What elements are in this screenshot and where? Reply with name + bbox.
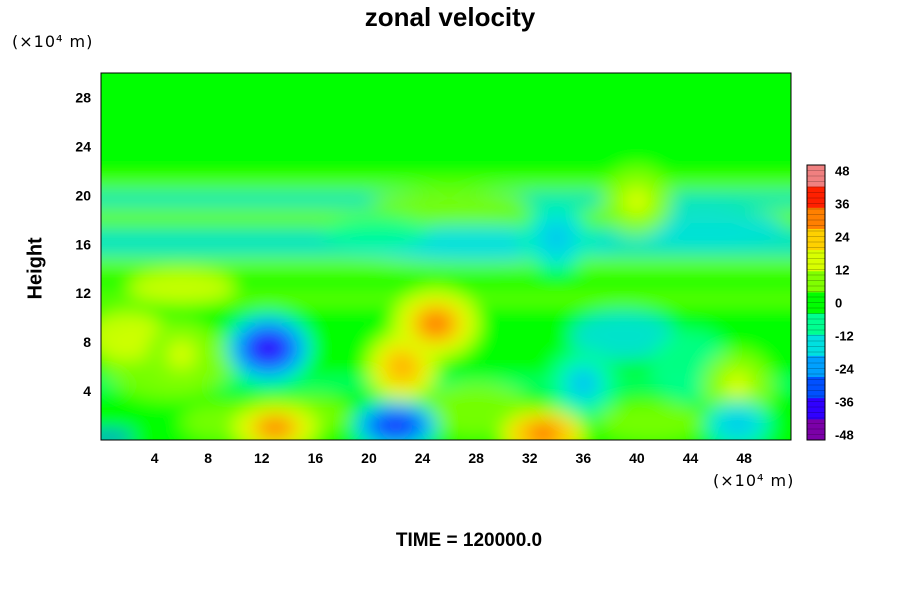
colorbar-tick-label: 24: [835, 230, 850, 245]
x-tick-label: 44: [683, 450, 699, 466]
x-tick-label: 24: [415, 450, 431, 466]
velocity-feature: [521, 203, 592, 273]
velocity-field: [101, 73, 791, 440]
colorbar-segment: [807, 207, 825, 229]
chart-title: zonal velocity: [364, 2, 536, 32]
colorbar-segment: [807, 355, 825, 378]
x-tick-label: 28: [468, 450, 484, 466]
x-tick-label: 12: [254, 450, 270, 466]
colorbar-segment: [807, 313, 825, 335]
time-annotation: TIME = 120000.0: [395, 530, 543, 551]
colorbar-segment: [807, 334, 825, 356]
colorbar-segment: [807, 418, 825, 441]
x-axis-unit: (×10⁴ m): [713, 471, 795, 490]
velocity-feature: [702, 350, 773, 420]
velocity-feature: [232, 403, 319, 440]
x-tick-label: 16: [308, 450, 324, 466]
colorbar-tick-label: 0: [835, 296, 842, 311]
x-tick-label: 36: [576, 450, 592, 466]
colorbar-segment: [807, 291, 825, 314]
x-tick-label: 32: [522, 450, 538, 466]
y-axis: 4 8 12 16 20 24 28: [75, 89, 91, 399]
colorbar-tick-label: -24: [835, 362, 855, 377]
x-axis: 4 8 12 16 20 24 28 32 36 40 44 48: [151, 450, 752, 466]
colorbar-segment: [807, 397, 825, 420]
colorbar-tick-label: 36: [835, 197, 849, 212]
velocity-feature: [548, 349, 619, 418]
x-tick-label: 40: [629, 450, 645, 466]
velocity-feature: [500, 409, 586, 440]
y-tick-label: 8: [83, 334, 91, 350]
colorbar-segment: [807, 228, 825, 251]
x-tick-label: 8: [204, 450, 212, 466]
colorbar: 48 36 24 12 0 -12 -24 -36 -48: [806, 164, 855, 443]
x-tick-label: 20: [361, 450, 377, 466]
velocity-feature: [352, 400, 439, 440]
colorbar-tick-label: 48: [835, 164, 849, 179]
y-tick-label: 28: [75, 89, 91, 105]
velocity-feature: [602, 167, 672, 236]
velocity-feature: [393, 289, 479, 359]
y-tick-label: 12: [75, 285, 91, 301]
plot-frame: [100, 72, 792, 441]
x-tick-label: 48: [736, 450, 752, 466]
colorbar-tick-label: -48: [835, 428, 854, 443]
colorbar-segment: [807, 376, 825, 399]
colorbar-tick-label: -12: [835, 329, 854, 344]
colorbar-frame: [806, 164, 826, 441]
y-tick-label: 20: [75, 187, 91, 203]
x-tick-label: 4: [151, 450, 159, 466]
y-axis-unit: (×10⁴ m): [12, 32, 94, 51]
velocity-feature: [702, 399, 773, 440]
colorbar-tick-label: -36: [835, 395, 854, 410]
colorbar-segment: [807, 270, 825, 293]
velocity-feature: [146, 320, 217, 389]
velocity-feature: [225, 313, 312, 383]
colorbar-segment: [807, 249, 825, 272]
y-tick-label: 4: [83, 383, 91, 399]
y-tick-label: 16: [75, 236, 91, 252]
colorbar-tick-label: 12: [835, 263, 849, 278]
y-tick-label: 24: [75, 138, 91, 154]
colorbar-segment: [807, 186, 825, 208]
